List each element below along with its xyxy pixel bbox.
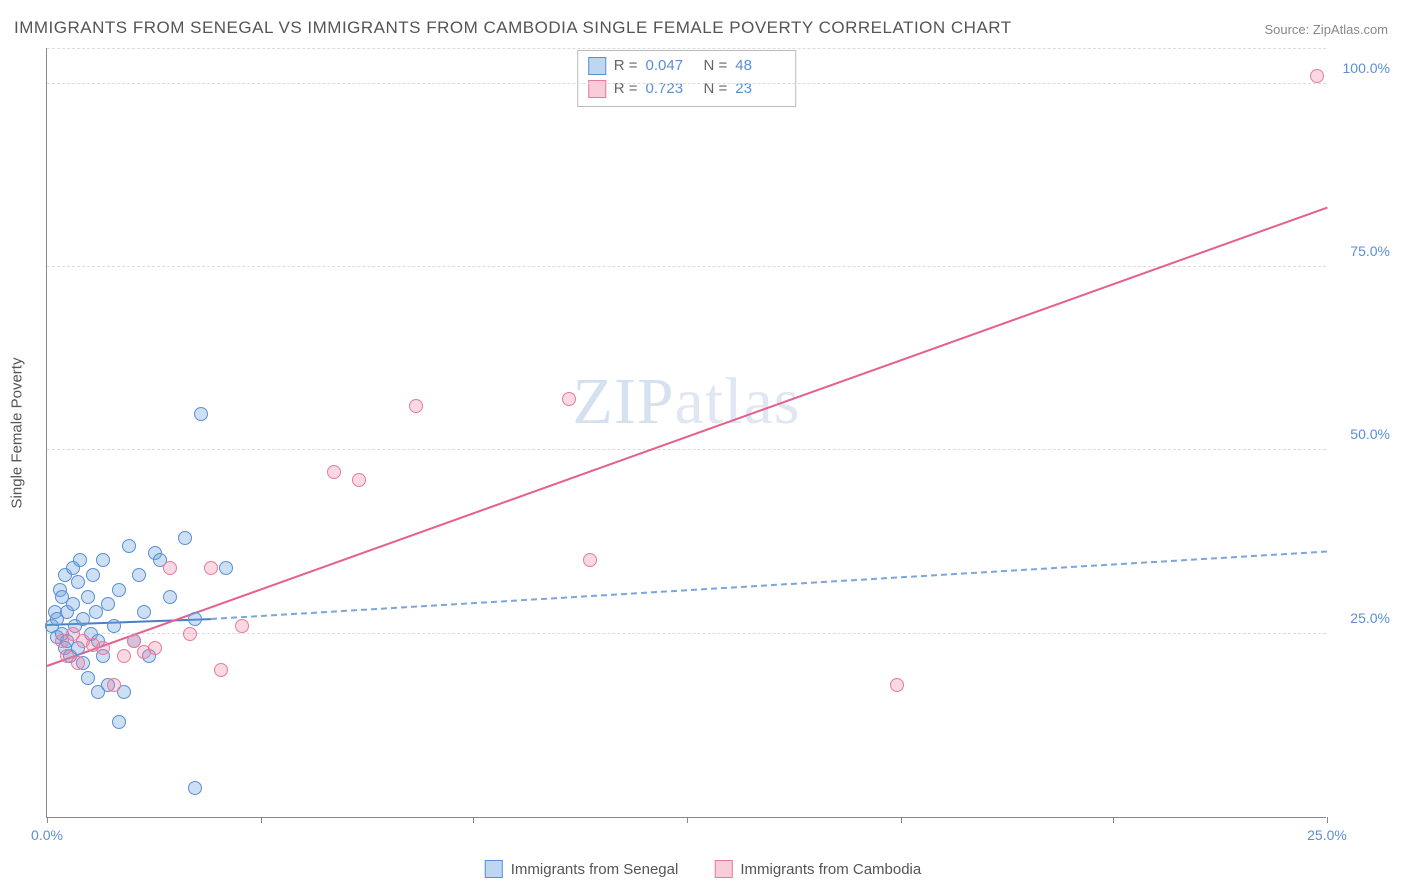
data-point xyxy=(66,597,80,611)
gridline xyxy=(47,48,1326,49)
legend-label: Immigrants from Cambodia xyxy=(740,861,921,878)
data-point xyxy=(352,473,366,487)
x-tick xyxy=(1327,817,1328,823)
regression-line xyxy=(211,551,1327,620)
stat-value: 0.047 xyxy=(646,55,696,78)
legend-item: Immigrants from Cambodia xyxy=(714,860,921,878)
x-tick xyxy=(473,817,474,823)
data-point xyxy=(890,678,904,692)
legend-label: Immigrants from Senegal xyxy=(511,861,679,878)
x-tick xyxy=(687,817,688,823)
stat-value: 23 xyxy=(735,78,785,101)
data-point xyxy=(188,612,202,626)
stat-key: R = xyxy=(614,78,638,101)
data-point xyxy=(214,663,228,677)
watermark: ZIPatlas xyxy=(573,364,801,440)
data-point xyxy=(71,656,85,670)
swatch-icon xyxy=(714,860,732,878)
chart-plot-area: Single Female Poverty ZIPatlas R = 0.047… xyxy=(46,48,1326,818)
data-point xyxy=(81,671,95,685)
data-point xyxy=(107,619,121,633)
data-point xyxy=(96,553,110,567)
data-point xyxy=(76,612,90,626)
x-tick xyxy=(1113,817,1114,823)
chart-title: IMMIGRANTS FROM SENEGAL VS IMMIGRANTS FR… xyxy=(14,18,1012,38)
data-point xyxy=(137,605,151,619)
data-point xyxy=(86,568,100,582)
swatch-icon xyxy=(588,57,606,75)
x-tick-label: 0.0% xyxy=(31,827,63,843)
data-point xyxy=(148,641,162,655)
data-point xyxy=(219,561,233,575)
data-point xyxy=(1310,69,1324,83)
x-tick xyxy=(901,817,902,823)
gridline xyxy=(47,266,1326,267)
data-point xyxy=(183,627,197,641)
data-point xyxy=(204,561,218,575)
stat-key: R = xyxy=(614,55,638,78)
data-point xyxy=(562,392,576,406)
data-point xyxy=(583,553,597,567)
data-point xyxy=(101,597,115,611)
gridline xyxy=(47,83,1326,84)
x-tick xyxy=(47,817,48,823)
y-tick-label: 100.0% xyxy=(1334,60,1390,76)
data-point xyxy=(188,781,202,795)
data-point xyxy=(409,399,423,413)
stats-row: R = 0.047 N = 48 xyxy=(588,55,786,78)
data-point xyxy=(96,641,110,655)
y-tick-label: 25.0% xyxy=(1334,610,1390,626)
data-point xyxy=(107,678,121,692)
stats-legend: R = 0.047 N = 48 R = 0.723 N = 23 xyxy=(577,50,797,107)
data-point xyxy=(163,590,177,604)
data-point xyxy=(178,531,192,545)
data-point xyxy=(327,465,341,479)
data-point xyxy=(235,619,249,633)
source-label: Source: ZipAtlas.com xyxy=(1264,22,1388,37)
data-point xyxy=(89,605,103,619)
stat-value: 48 xyxy=(735,55,785,78)
data-point xyxy=(132,568,146,582)
regression-line xyxy=(47,206,1328,666)
data-point xyxy=(112,583,126,597)
data-point xyxy=(194,407,208,421)
data-point xyxy=(81,590,95,604)
legend-item: Immigrants from Senegal xyxy=(485,860,679,878)
data-point xyxy=(71,575,85,589)
x-tick-label: 25.0% xyxy=(1307,827,1347,843)
swatch-icon xyxy=(485,860,503,878)
data-point xyxy=(117,649,131,663)
stat-key: N = xyxy=(704,78,728,101)
data-point xyxy=(122,539,136,553)
stat-value: 0.723 xyxy=(646,78,696,101)
x-tick xyxy=(261,817,262,823)
y-axis-label: Single Female Poverty xyxy=(9,357,26,508)
data-point xyxy=(163,561,177,575)
stats-row: R = 0.723 N = 23 xyxy=(588,78,786,101)
gridline xyxy=(47,449,1326,450)
stat-key: N = xyxy=(704,55,728,78)
data-point xyxy=(112,715,126,729)
data-point xyxy=(73,553,87,567)
y-tick-label: 50.0% xyxy=(1334,426,1390,442)
y-tick-label: 75.0% xyxy=(1334,243,1390,259)
bottom-legend: Immigrants from Senegal Immigrants from … xyxy=(485,860,921,878)
